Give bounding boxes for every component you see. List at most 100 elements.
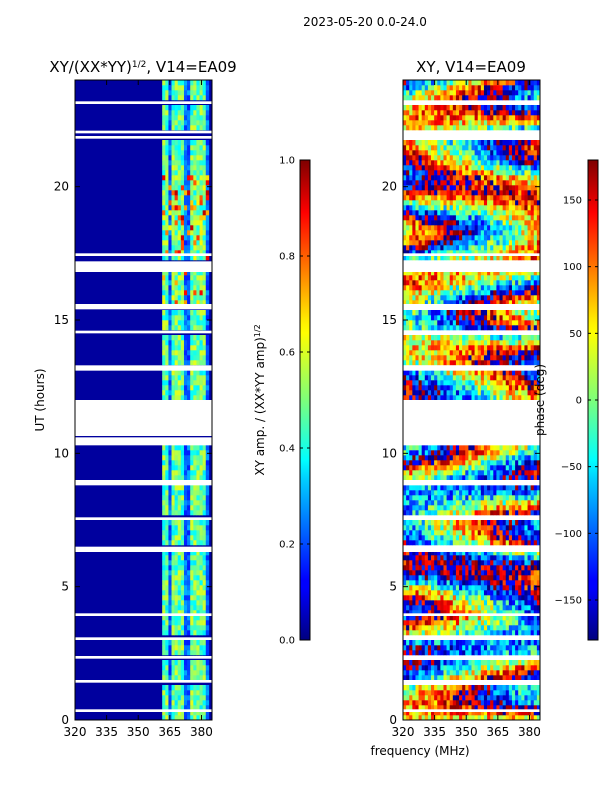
- phase-cell: [431, 255, 435, 261]
- phase-cell: [434, 485, 438, 491]
- phase-cell: [452, 585, 457, 591]
- amplitude-cell: [193, 575, 197, 581]
- phase-cell: [527, 590, 531, 596]
- phase-cell: [502, 295, 507, 301]
- amplitude-cell: [171, 105, 175, 111]
- phase-cell: [480, 465, 485, 471]
- phase-cell: [409, 585, 413, 591]
- phase-cell: [412, 505, 416, 511]
- phase-cell: [449, 465, 454, 471]
- phase-cell: [427, 320, 432, 326]
- amplitude-cell: [205, 490, 210, 496]
- amplitude-cell: [205, 620, 210, 626]
- phase-cell: [406, 590, 410, 596]
- amplitude-cell: [205, 660, 210, 666]
- phase-cell: [502, 660, 507, 666]
- amplitude-cell: [193, 570, 197, 576]
- phase-cell: [527, 255, 531, 261]
- phase-cell: [418, 460, 422, 466]
- amplitude-cell: [180, 140, 185, 146]
- phase-cell: [477, 670, 482, 676]
- phase-cell: [415, 595, 419, 601]
- amplitude-cell: [171, 710, 175, 716]
- phase-cell: [483, 395, 488, 401]
- phase-cell: [437, 270, 441, 276]
- phase-cell: [462, 275, 466, 281]
- phase-cell: [465, 285, 469, 291]
- amplitude-cell: [171, 585, 175, 591]
- phase-cell: [418, 630, 422, 636]
- phase-cell: [446, 705, 450, 711]
- amplitude-cell: [183, 620, 188, 626]
- amplitude-cell: [205, 370, 210, 376]
- phase-cell: [418, 625, 422, 631]
- phase-cell: [536, 270, 541, 276]
- phase-cell: [508, 450, 513, 456]
- phase-cell: [452, 565, 457, 571]
- phase-cell: [499, 255, 503, 261]
- phase-cell: [443, 675, 447, 681]
- phase-cell: [418, 465, 422, 471]
- phase-cell: [406, 335, 410, 341]
- phase-cell: [415, 325, 419, 331]
- phase-cell: [502, 570, 507, 576]
- amplitude-cell: [177, 650, 182, 656]
- phase-cell: [487, 475, 491, 481]
- phase-cell: [434, 380, 438, 386]
- phase-cell: [446, 370, 450, 376]
- phase-cell: [446, 255, 450, 261]
- phase-cell: [465, 390, 469, 396]
- amplitude-cell: [190, 470, 194, 476]
- phase-cell: [530, 590, 535, 596]
- amplitude-cell: [162, 115, 166, 121]
- amplitude-cell: [199, 115, 203, 121]
- phase-cell: [415, 350, 419, 356]
- phase-cell: [415, 665, 419, 671]
- phase-cell: [409, 340, 413, 346]
- phase-cell: [415, 390, 419, 396]
- phase-cell: [477, 595, 482, 601]
- phase-cell: [483, 390, 488, 396]
- phase-cell: [490, 510, 494, 516]
- phase-cell: [418, 470, 422, 476]
- amplitude-cell: [205, 230, 210, 236]
- amplitude-cell: [199, 215, 203, 221]
- phase-cell: [437, 665, 441, 671]
- phase-cell: [536, 540, 541, 546]
- phase-cell: [511, 650, 516, 656]
- phase-cell: [536, 610, 541, 616]
- phase-cell: [434, 645, 438, 651]
- phase-cell: [483, 525, 488, 531]
- phase-cell: [477, 345, 482, 351]
- phase-cell: [521, 600, 525, 606]
- phase-cell: [424, 445, 429, 451]
- phase-cell: [511, 390, 516, 396]
- phase-cell: [455, 705, 460, 711]
- phase-cell: [524, 520, 528, 526]
- phase-cell: [530, 700, 535, 706]
- phase-cell: [521, 550, 525, 556]
- amplitude-cell: [180, 535, 185, 541]
- phase-cell: [518, 610, 522, 616]
- phase-cell: [508, 550, 513, 556]
- phase-cell: [443, 450, 447, 456]
- phase-cell: [421, 710, 426, 716]
- phase-cell: [474, 605, 479, 611]
- phase-cell: [530, 250, 535, 256]
- phase-cell: [418, 610, 422, 616]
- amplitude-cell: [165, 555, 169, 561]
- amplitude-cell: [177, 165, 182, 171]
- phase-cell: [493, 315, 497, 321]
- phase-cell: [431, 300, 435, 306]
- phase-cell: [462, 645, 466, 651]
- amplitude-cell: [165, 320, 169, 326]
- phase-cell: [452, 575, 457, 581]
- phase-cell: [440, 245, 444, 251]
- phase-cell: [434, 240, 438, 246]
- phase-cell: [490, 485, 494, 491]
- phase-cell: [490, 280, 494, 286]
- amplitude-cell: [193, 595, 197, 601]
- phase-cell: [462, 580, 466, 586]
- y-tick-label: 5: [61, 580, 69, 594]
- amplitude-cell: [183, 180, 188, 186]
